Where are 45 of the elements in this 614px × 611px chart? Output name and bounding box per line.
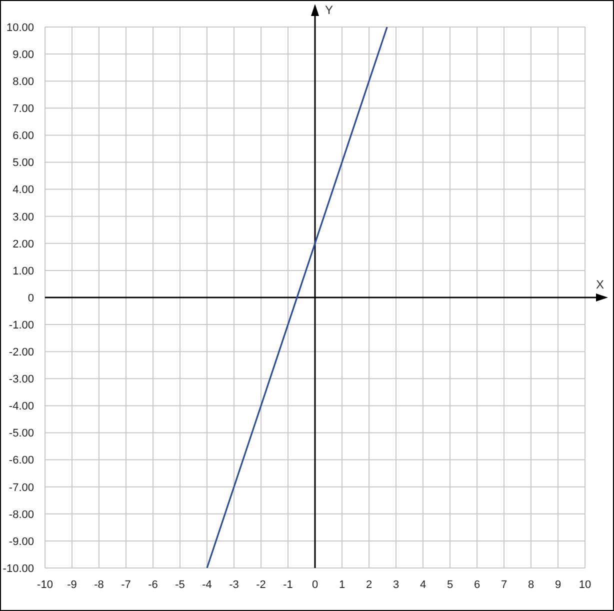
y-tick-label: 8.00 — [12, 76, 34, 88]
x-tick-label: -10 — [37, 578, 53, 591]
x-tick-label: -3 — [229, 578, 239, 591]
y-tick-label: -10.00 — [2, 562, 34, 575]
y-tick-label: 9.00 — [12, 48, 34, 61]
x-tick-label: -5 — [175, 578, 185, 591]
y-tick-label: -5.00 — [8, 428, 34, 440]
y-tick-label: 7.00 — [12, 103, 34, 116]
x-tick-label: 7 — [500, 578, 508, 591]
x-tick-label: 9 — [554, 578, 562, 591]
y-tick-label: 10.00 — [6, 22, 34, 34]
x-tick-label: -9 — [67, 578, 77, 591]
y-tick-label: -3.00 — [8, 374, 34, 386]
x-tick-label: -2 — [256, 578, 266, 591]
x-tick-label: 10 — [578, 578, 592, 591]
x-tick-label: -7 — [121, 578, 131, 591]
y-axis-title: Y — [325, 3, 334, 17]
y-tick-label: 4.00 — [12, 184, 34, 196]
x-tick-label: 8 — [528, 578, 534, 591]
y-tick-label: -6.00 — [8, 454, 34, 467]
y-tick-label: -1.00 — [8, 319, 34, 332]
y-tick-label: -8.00 — [8, 508, 34, 521]
y-tick-label: 5.00 — [12, 157, 34, 170]
y-tick-label: -7.00 — [8, 482, 34, 494]
line-series — [206, 27, 388, 568]
y-tick-label: 6.00 — [12, 130, 34, 142]
y-tick-label: 1.00 — [12, 265, 34, 278]
x-tick-label: -8 — [94, 578, 104, 591]
y-tick-label: -2.00 — [8, 346, 34, 359]
x-tick-label: 4 — [420, 578, 426, 591]
y-tick-label: 0 — [28, 292, 34, 304]
y-tick-label: 3.00 — [12, 211, 34, 224]
y-tick-label: 2.00 — [12, 238, 34, 250]
y-tick-label: -9.00 — [8, 536, 34, 548]
x-axis-title: X — [596, 278, 604, 292]
x-tick-label: -6 — [148, 578, 158, 591]
x-tick-label: 5 — [446, 578, 454, 591]
y-tick-label: -4.00 — [8, 400, 34, 413]
x-tick-label: 1 — [338, 578, 346, 591]
x-tick-label: 6 — [474, 578, 480, 591]
x-tick-label: 3 — [392, 578, 400, 591]
x-tick-label: -4 — [202, 578, 212, 591]
x-tick-label: 2 — [366, 578, 372, 591]
x-tick-label: -1 — [283, 578, 293, 591]
x-tick-label: 0 — [312, 578, 318, 591]
